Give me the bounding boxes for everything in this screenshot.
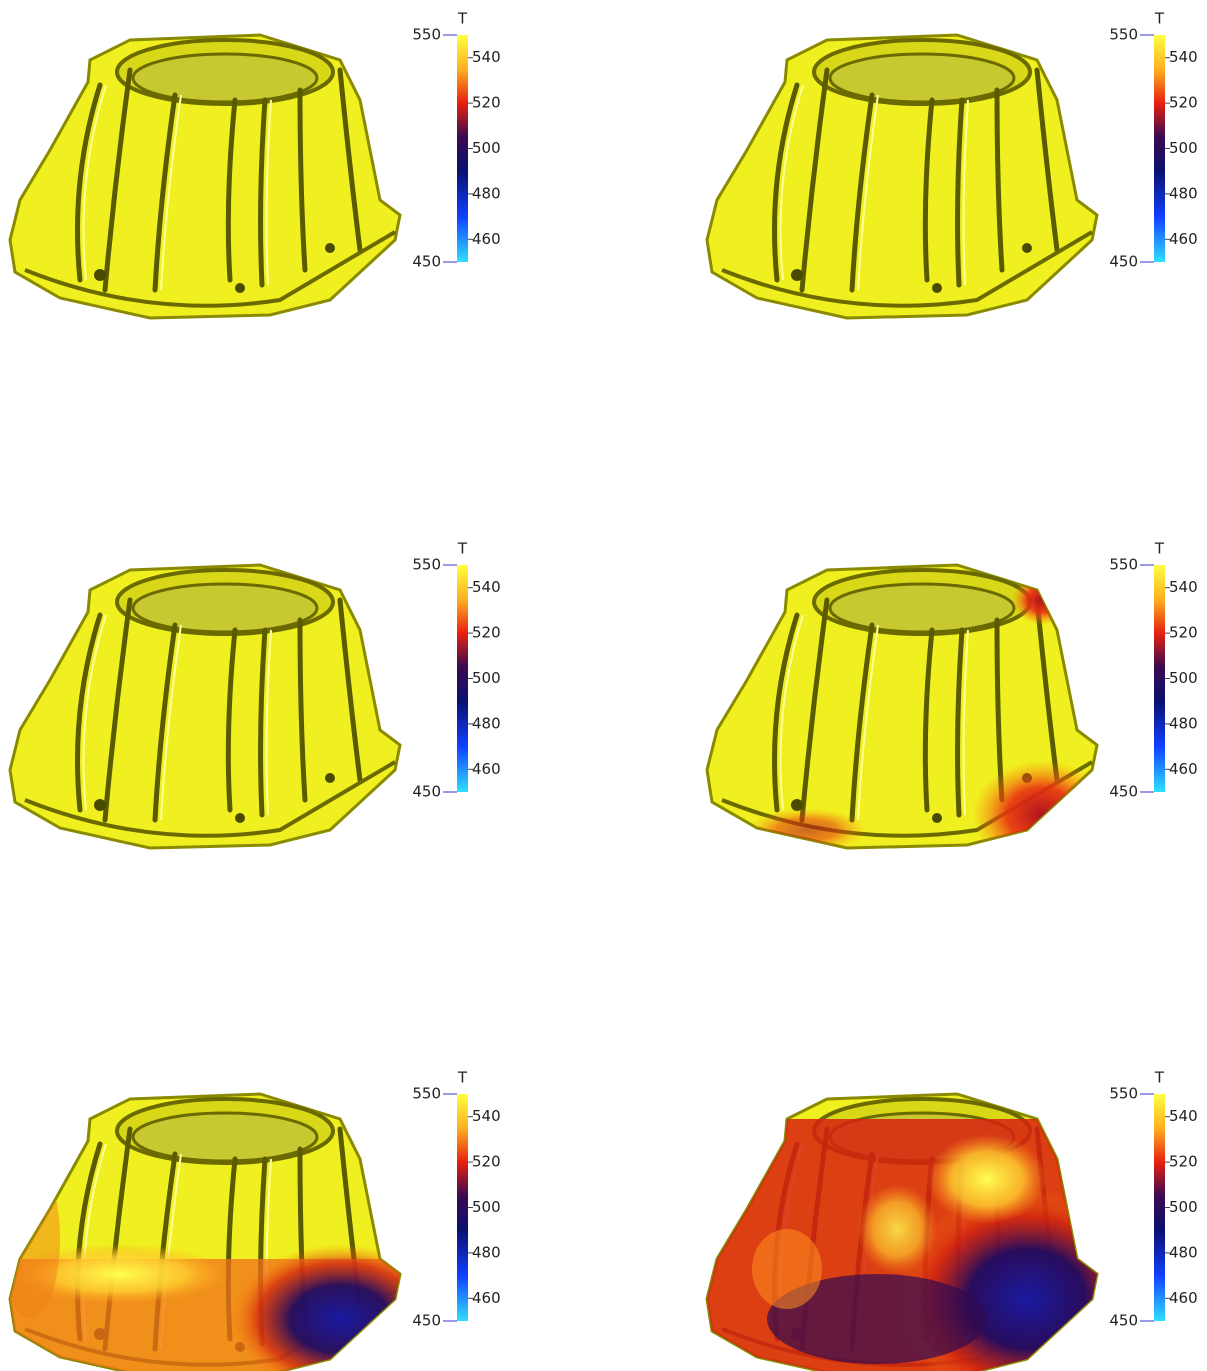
panel: T 550 450 460 480 500 520 540 — [707, 540, 1198, 871]
colorbar-tick-label: 540 — [472, 578, 501, 596]
colorbar-tick-label: 500 — [472, 139, 501, 157]
colorbar-tick-label: 500 — [472, 669, 501, 687]
colorbar-max-label: 550 — [1109, 26, 1138, 44]
colorbar — [1154, 1094, 1165, 1321]
colorbar-min-label: 450 — [412, 1312, 441, 1330]
colorbar-tick-label: 520 — [472, 94, 501, 112]
colorbar-tick-label: 480 — [1169, 1243, 1198, 1261]
colorbar-min-label: 450 — [412, 783, 441, 801]
colorbar-tick-label: 500 — [472, 1198, 501, 1216]
colorbar-max-label: 550 — [1109, 556, 1138, 574]
panel: T 550 450 460 480 500 520 540 — [10, 10, 501, 319]
colorbar-tick-label: 540 — [1169, 48, 1198, 66]
colorbar-title: T — [457, 1069, 468, 1087]
colorbar-min-label: 450 — [1109, 783, 1138, 801]
colorbar-min-label: 450 — [1109, 1312, 1138, 1330]
colorbar-tick-label: 500 — [1169, 1198, 1198, 1216]
colorbar-tick-label: 460 — [1169, 760, 1198, 778]
colorbar-tick-label: 540 — [472, 48, 501, 66]
panel: T 550 450 460 480 500 520 540 — [697, 1069, 1198, 1371]
colorbar-tick-label: 460 — [472, 1289, 501, 1307]
colorbar-min-label: 450 — [412, 253, 441, 271]
colorbar-max-label: 550 — [412, 1085, 441, 1103]
colorbar — [1154, 565, 1165, 792]
colorbar-tick-label: 520 — [1169, 624, 1198, 642]
colorbar — [457, 35, 468, 262]
colorbar-tick-label: 480 — [472, 1243, 501, 1261]
colorbar-tick-label: 460 — [1169, 1289, 1198, 1307]
colorbar-tick-label: 540 — [1169, 578, 1198, 596]
colorbar-tick-label: 480 — [1169, 714, 1198, 732]
colorbar-tick-label: 540 — [1169, 1107, 1198, 1125]
colorbar-tick-label: 460 — [472, 230, 501, 248]
colorbar — [1154, 35, 1165, 262]
colorbar-tick-label: 520 — [472, 624, 501, 642]
housing — [10, 565, 400, 848]
colorbar-title: T — [457, 540, 468, 558]
colorbar-tick-label: 500 — [1169, 139, 1198, 157]
colorbar-tick-label: 520 — [1169, 1153, 1198, 1171]
colorbar-title: T — [1154, 10, 1165, 28]
colorbar-tick-label: 520 — [472, 1153, 501, 1171]
panel: T 550 450 460 480 500 520 540 — [707, 10, 1198, 319]
colorbar-tick-label: 520 — [1169, 94, 1198, 112]
colorbar-tick-label: 460 — [1169, 230, 1198, 248]
panel: T 550 450 460 480 500 520 540 — [0, 1069, 501, 1371]
colorbar-tick-label: 540 — [472, 1107, 501, 1125]
colorbar-title: T — [1154, 540, 1165, 558]
colorbar-tick-label: 500 — [1169, 669, 1198, 687]
heat-overlay — [707, 1119, 1097, 1371]
colorbar-tick-label: 480 — [472, 184, 501, 202]
colorbar-max-label: 550 — [412, 556, 441, 574]
colorbar-max-label: 550 — [1109, 1085, 1138, 1103]
housing — [707, 35, 1097, 318]
colorbar-max-label: 550 — [412, 26, 441, 44]
housing — [10, 35, 400, 318]
colorbar-tick-label: 480 — [472, 714, 501, 732]
colorbar-min-label: 450 — [1109, 253, 1138, 271]
colorbar — [457, 1094, 468, 1321]
colorbar-title: T — [457, 10, 468, 28]
colorbar-tick-label: 480 — [1169, 184, 1198, 202]
colorbar — [457, 565, 468, 792]
colorbar-title: T — [1154, 1069, 1165, 1087]
colorbar-tick-label: 460 — [472, 760, 501, 778]
panel: T 550 450 460 480 500 520 540 — [10, 540, 501, 849]
